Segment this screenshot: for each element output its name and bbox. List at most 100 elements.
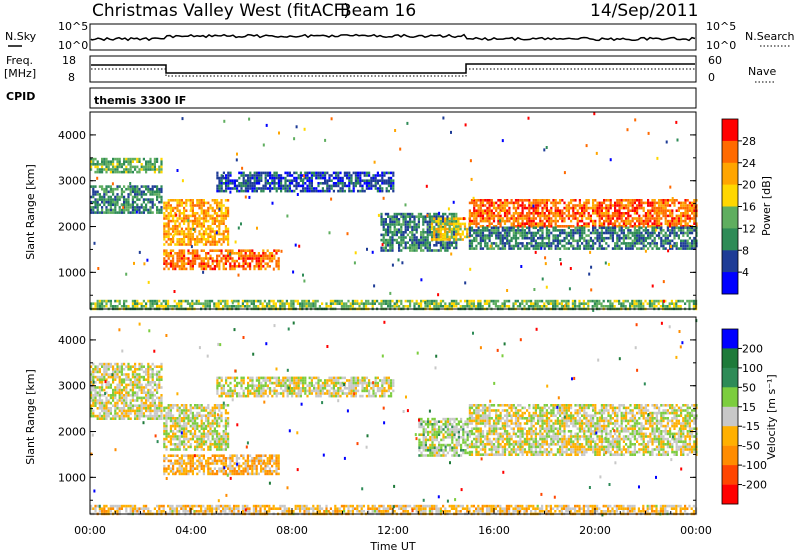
heatmap-cell — [284, 184, 287, 188]
heatmap-cell — [153, 203, 156, 207]
heatmap-cell — [211, 262, 214, 265]
heatmap-cell — [123, 302, 126, 305]
heatmap-cell — [172, 206, 175, 210]
heatmap-cell — [594, 206, 597, 210]
heatmap-cell — [101, 401, 104, 405]
scatter-cell — [303, 279, 306, 283]
heatmap-cell — [123, 409, 126, 413]
heatmap-cell — [191, 235, 194, 238]
colorbar-swatch — [722, 184, 738, 207]
scatter-cell — [346, 232, 349, 236]
heatmap-cell — [424, 231, 427, 234]
heatmap-cell — [202, 302, 205, 305]
heatmap-cell — [116, 211, 119, 214]
heatmap-cell — [114, 200, 117, 204]
heatmap-cell — [682, 204, 685, 207]
heatmap-cell — [642, 219, 645, 223]
heatmap-cell — [664, 247, 667, 250]
heatmap-cell — [446, 244, 449, 247]
heatmap-cell — [136, 368, 139, 371]
heatmap-cell — [129, 394, 132, 397]
heatmap-cell — [596, 212, 599, 215]
heatmap-cell — [187, 238, 190, 241]
scatter-cell — [399, 147, 402, 151]
heatmap-cell — [400, 302, 403, 305]
heatmap-cell — [198, 232, 201, 236]
heatmap-cell — [468, 222, 471, 225]
heatmap-cell — [376, 189, 379, 193]
heatmap-cell — [211, 219, 214, 223]
heatmap-cell — [444, 222, 447, 226]
heatmap-cell — [649, 242, 652, 245]
heatmap-cell — [534, 234, 537, 237]
heatmap-cell — [363, 189, 366, 193]
heatmap-cell — [450, 212, 453, 216]
heatmap-cell — [581, 217, 584, 220]
scatter-cell — [469, 267, 472, 271]
heatmap-cell — [218, 238, 221, 241]
heatmap-cell — [539, 226, 542, 230]
heatmap-cell — [444, 225, 447, 228]
scatter-cell — [498, 210, 501, 214]
heatmap-cell — [680, 229, 683, 232]
heatmap-cell — [120, 394, 123, 397]
heatmap-cell — [274, 302, 277, 305]
heatmap-cell — [488, 204, 491, 207]
heatmap-cell — [120, 362, 123, 366]
heatmap-cell — [545, 236, 548, 240]
heatmap-cell — [225, 184, 228, 188]
heatmap-cell — [669, 229, 672, 232]
heatmap-cell — [413, 215, 416, 218]
heatmap-cell — [682, 225, 685, 228]
heatmap-cell — [488, 214, 491, 218]
heatmap-cell — [116, 407, 119, 410]
heatmap-cell — [677, 247, 680, 250]
heatmap-cell — [140, 163, 143, 166]
heatmap-cell — [169, 214, 172, 218]
heatmap-cell — [105, 383, 108, 387]
heatmap-cell — [249, 179, 252, 182]
heatmap-cell — [512, 247, 515, 250]
heatmap-cell — [633, 217, 636, 220]
heatmap-cell — [305, 302, 308, 305]
heatmap-cell — [365, 305, 368, 308]
heatmap-cell — [187, 235, 190, 238]
heatmap-cell — [390, 171, 393, 175]
heatmap-cell — [675, 219, 678, 223]
heatmap-cell — [603, 214, 606, 218]
heatmap-cell — [658, 231, 661, 235]
heatmap-cell — [101, 375, 104, 379]
heatmap-cell — [598, 201, 601, 205]
heatmap-cell — [317, 184, 320, 188]
scatter-cell — [366, 247, 368, 251]
heatmap-cell — [291, 182, 294, 185]
heatmap-cell — [211, 230, 214, 233]
heatmap-cell — [433, 238, 436, 241]
heatmap-cell — [131, 185, 134, 188]
heatmap-cell — [490, 204, 493, 207]
heatmap-cell — [216, 184, 219, 188]
heatmap-cell — [225, 187, 228, 190]
heatmap-cell — [549, 299, 552, 303]
heatmap-cell — [273, 182, 276, 185]
heatmap-cell — [103, 190, 106, 194]
heatmap-cell — [649, 234, 652, 237]
heatmap-cell — [136, 394, 139, 397]
heatmap-cell — [262, 187, 265, 190]
scatter-cell — [404, 203, 407, 207]
heatmap-cell — [444, 246, 447, 250]
heatmap-cell — [534, 209, 537, 212]
heatmap-cell — [625, 217, 628, 220]
heatmap-cell — [616, 225, 619, 228]
heatmap-cell — [648, 302, 651, 305]
heatmap-cell — [642, 214, 645, 218]
heatmap-cell — [202, 204, 205, 207]
heatmap-cell — [260, 259, 263, 263]
heatmap-cell — [521, 234, 524, 237]
scatter-cell — [506, 289, 509, 292]
heatmap-cell — [224, 199, 227, 202]
heatmap-cell — [129, 368, 132, 371]
heatmap-cell — [334, 302, 337, 305]
heatmap-cell — [585, 222, 588, 225]
heatmap-cell — [385, 182, 388, 185]
